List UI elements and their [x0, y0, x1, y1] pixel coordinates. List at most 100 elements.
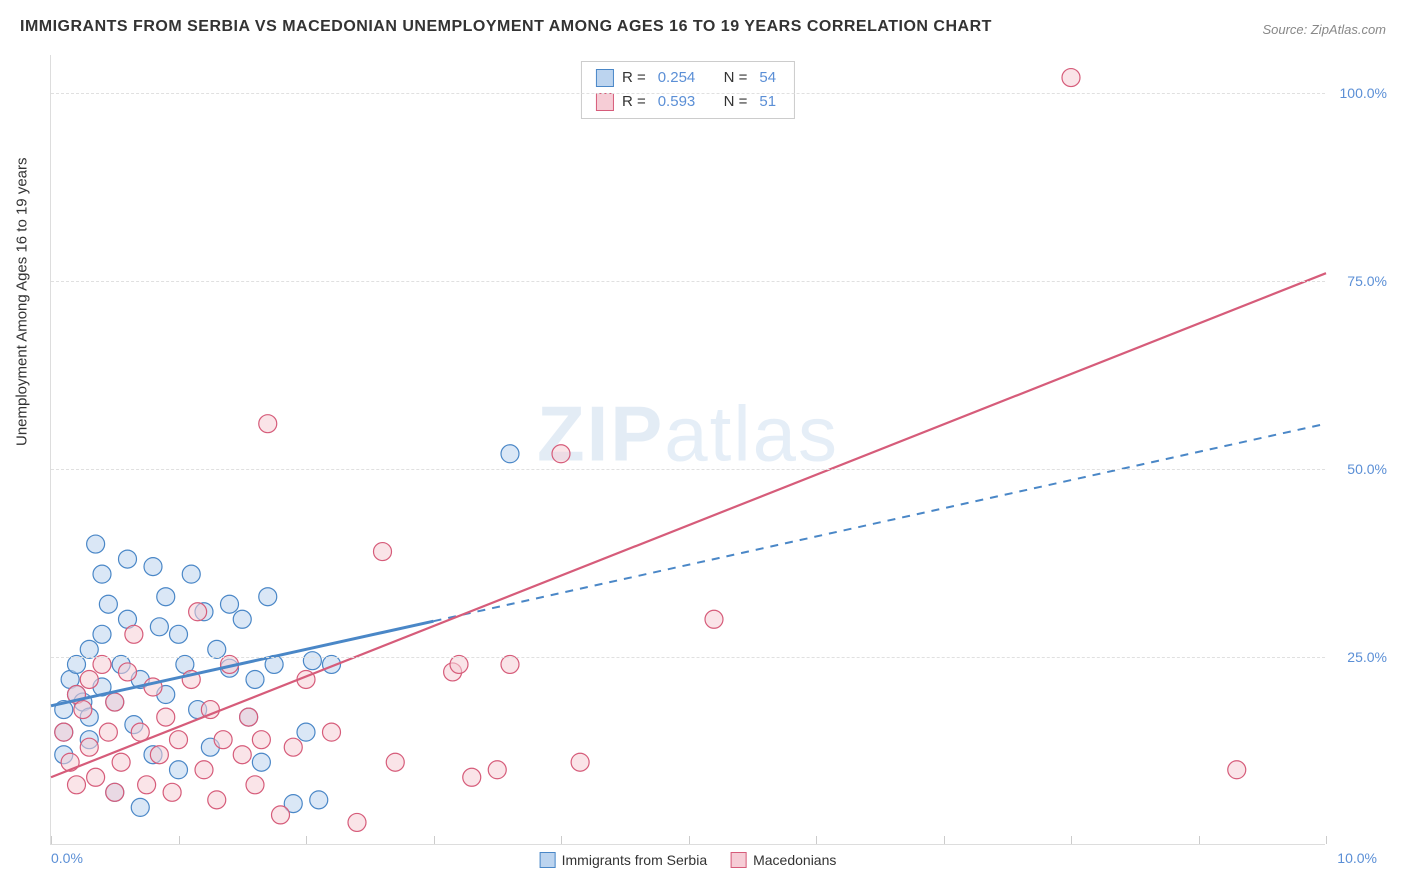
correlation-legend: R =0.254 N =54R =0.593 N =51: [581, 61, 795, 119]
x-tick-label: 0.0%: [51, 850, 83, 866]
data-point: [68, 776, 86, 794]
y-axis-label: Unemployment Among Ages 16 to 19 years: [14, 157, 31, 446]
x-minor-tick: [944, 836, 945, 844]
legend-item: Immigrants from Serbia: [540, 852, 707, 868]
data-point: [87, 535, 105, 553]
data-point: [125, 625, 143, 643]
source-label: Source: ZipAtlas.com: [1262, 22, 1386, 37]
legend-swatch: [596, 69, 614, 87]
data-point: [552, 445, 570, 463]
chart-title: IMMIGRANTS FROM SERBIA VS MACEDONIAN UNE…: [20, 18, 992, 36]
data-point: [252, 753, 270, 771]
data-point: [99, 723, 117, 741]
data-point: [233, 610, 251, 628]
data-point: [80, 670, 98, 688]
chart-svg: [51, 55, 1325, 844]
gridline: [51, 281, 1325, 282]
data-point: [310, 791, 328, 809]
data-point: [1062, 69, 1080, 87]
data-point: [80, 738, 98, 756]
data-point: [163, 783, 181, 801]
data-point: [61, 753, 79, 771]
data-point: [303, 652, 321, 670]
data-point: [488, 761, 506, 779]
x-minor-tick: [434, 836, 435, 844]
data-point: [272, 806, 290, 824]
data-point: [240, 708, 258, 726]
data-point: [80, 640, 98, 658]
data-point: [87, 768, 105, 786]
legend-swatch: [540, 852, 556, 868]
y-tick-label: 25.0%: [1347, 649, 1387, 665]
data-point: [705, 610, 723, 628]
x-minor-tick: [561, 836, 562, 844]
data-point: [221, 595, 239, 613]
legend-row: R =0.254 N =54: [596, 66, 780, 90]
data-point: [208, 791, 226, 809]
data-point: [501, 445, 519, 463]
data-point: [1228, 761, 1246, 779]
data-point: [68, 655, 86, 673]
data-point: [386, 753, 404, 771]
x-minor-tick: [179, 836, 180, 844]
data-point: [182, 565, 200, 583]
trend-line: [51, 273, 1326, 777]
data-point: [374, 543, 392, 561]
data-point: [119, 663, 137, 681]
y-tick-label: 75.0%: [1347, 273, 1387, 289]
data-point: [252, 731, 270, 749]
gridline: [51, 469, 1325, 470]
data-point: [501, 655, 519, 673]
y-tick-label: 50.0%: [1347, 461, 1387, 477]
data-point: [106, 783, 124, 801]
y-tick-label: 100.0%: [1340, 85, 1387, 101]
data-point: [150, 746, 168, 764]
plot-area: ZIPatlas R =0.254 N =54R =0.593 N =51 Im…: [50, 55, 1325, 845]
x-minor-tick: [306, 836, 307, 844]
data-point: [74, 701, 92, 719]
x-minor-tick: [816, 836, 817, 844]
data-point: [463, 768, 481, 786]
data-point: [233, 746, 251, 764]
data-point: [106, 693, 124, 711]
data-point: [170, 731, 188, 749]
data-point: [131, 798, 149, 816]
data-point: [112, 753, 130, 771]
data-point: [144, 558, 162, 576]
data-point: [55, 723, 73, 741]
data-point: [170, 761, 188, 779]
data-point: [157, 708, 175, 726]
x-minor-tick: [1199, 836, 1200, 844]
legend-label: Macedonians: [753, 852, 836, 868]
series-legend: Immigrants from Serbia Macedonians: [540, 852, 837, 868]
data-point: [259, 588, 277, 606]
data-point: [138, 776, 156, 794]
data-point: [99, 595, 117, 613]
x-minor-tick: [51, 836, 52, 844]
data-point: [348, 813, 366, 831]
legend-label: Immigrants from Serbia: [562, 852, 707, 868]
data-point: [157, 588, 175, 606]
x-minor-tick: [1071, 836, 1072, 844]
data-point: [450, 655, 468, 673]
data-point: [189, 603, 207, 621]
gridline: [51, 657, 1325, 658]
data-point: [259, 415, 277, 433]
legend-swatch: [731, 852, 747, 868]
data-point: [571, 753, 589, 771]
data-point: [246, 776, 264, 794]
data-point: [195, 761, 213, 779]
data-point: [323, 723, 341, 741]
x-minor-tick: [1326, 836, 1327, 844]
data-point: [119, 550, 137, 568]
data-point: [246, 670, 264, 688]
data-point: [93, 565, 111, 583]
data-point: [93, 625, 111, 643]
data-point: [93, 655, 111, 673]
data-point: [208, 640, 226, 658]
data-point: [150, 618, 168, 636]
legend-swatch: [596, 93, 614, 111]
data-point: [284, 738, 302, 756]
x-minor-tick: [689, 836, 690, 844]
data-point: [297, 723, 315, 741]
